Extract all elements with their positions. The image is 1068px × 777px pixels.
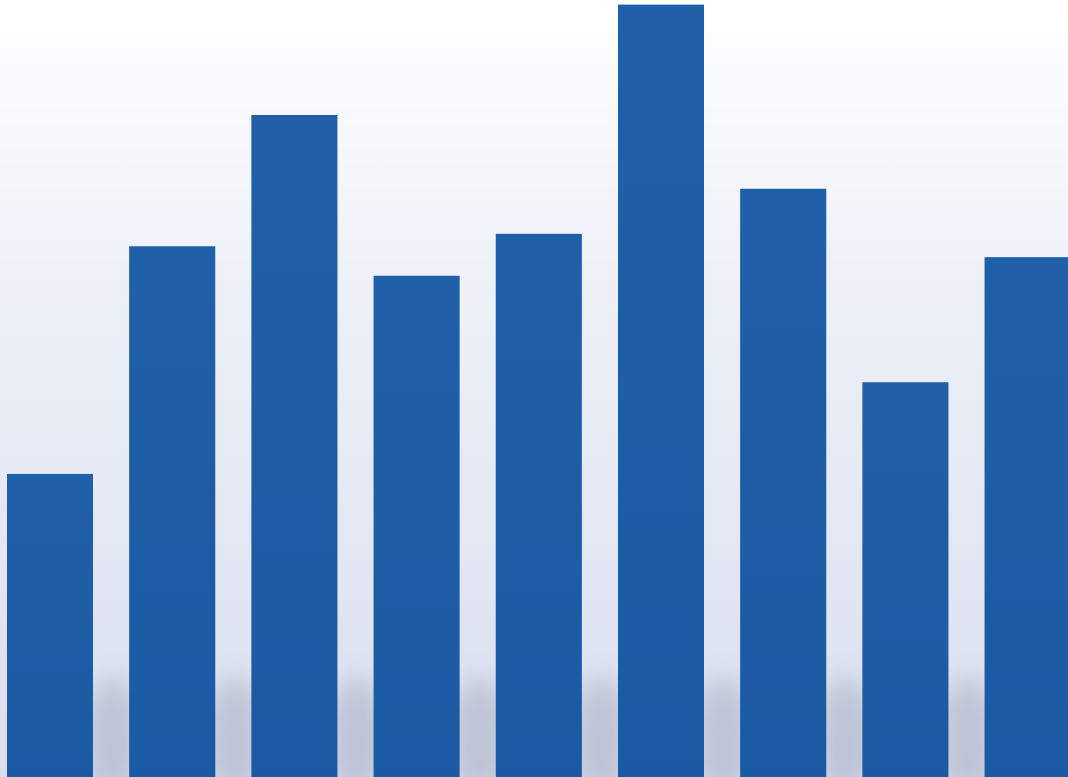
- bar-sheen: [373, 275, 460, 777]
- bar-sheen: [495, 233, 582, 777]
- bar-shadow: [449, 677, 510, 777]
- bar-sheen: [984, 257, 1068, 777]
- bar-sheen: [862, 382, 949, 777]
- bar-shadow: [83, 677, 143, 777]
- bar-sheen: [618, 4, 704, 777]
- bar-sheen: [7, 473, 93, 777]
- bar-sheen: [129, 246, 216, 777]
- bar-shadow: [571, 677, 632, 777]
- bar-shadow: [938, 677, 999, 777]
- bar-sheen: [740, 188, 827, 777]
- bar-shadow: [694, 677, 754, 777]
- bar-shadow: [816, 677, 877, 777]
- bar-sheen: [251, 114, 338, 777]
- bars: [7, 4, 1068, 777]
- bar-shadow: [205, 677, 266, 777]
- bar-shadow: [327, 677, 388, 777]
- shadows: [83, 677, 1068, 777]
